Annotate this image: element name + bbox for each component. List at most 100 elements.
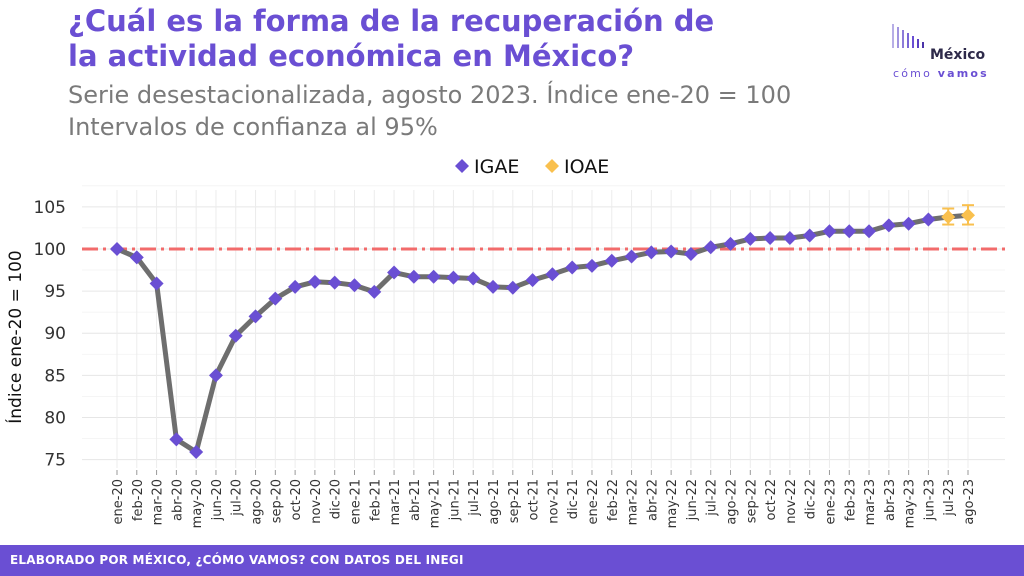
igae-point	[822, 224, 837, 239]
y-tick-label: 85	[44, 366, 66, 386]
legend: IGAE IOAE	[455, 156, 609, 178]
igae-point	[545, 267, 560, 282]
legend-marker-ioae	[545, 159, 559, 173]
x-tick-label: ago-22	[725, 479, 740, 525]
igae-point	[288, 279, 303, 294]
y-tick-label: 95	[44, 282, 66, 302]
legend-label-ioae: IOAE	[564, 156, 609, 178]
x-tick-label: ene-23	[823, 479, 838, 524]
x-tick-label: mar-22	[626, 479, 641, 525]
igae-point	[208, 368, 223, 383]
x-tick-label: mar-23	[863, 479, 878, 525]
x-tick-label: oct-21	[527, 479, 542, 520]
x-tick-label: ene-22	[586, 479, 601, 524]
x-tick-label: ago-20	[250, 479, 265, 525]
igae-point	[347, 278, 362, 293]
x-tick-label: abr-23	[883, 479, 898, 521]
x-tick-label: jun-20	[210, 479, 225, 521]
igae-point	[426, 269, 441, 284]
x-tick-label: feb-23	[843, 479, 858, 521]
x-tick-label: abr-21	[408, 479, 423, 521]
x-tick-label: may-21	[428, 479, 443, 528]
legend-label-igae: IGAE	[474, 156, 519, 178]
igae-point	[683, 247, 698, 262]
line-chart: IGAE IOAE 75 80 85 90 95 100 105 ene-20 feb-20 ma…	[4, 156, 1005, 528]
igae-point	[664, 244, 679, 259]
logo-word-como-vamos: cómo vamos	[893, 67, 989, 80]
x-tick-label: oct-22	[764, 479, 779, 520]
igae-point	[129, 250, 144, 265]
footer-bar: ELABORADO POR MÉXICO, ¿CÓMO VAMOS? CON D…	[0, 545, 1024, 576]
x-tick-label: jul-21	[467, 479, 482, 517]
igae-point	[525, 273, 540, 288]
title-line-2: la actividad económica en México?	[68, 39, 635, 73]
y-tick-label: 105	[34, 198, 66, 218]
igae-point	[169, 432, 184, 447]
igae-point	[189, 444, 204, 459]
x-tick-label: mar-20	[151, 479, 166, 525]
x-tick-label: ago-21	[487, 479, 502, 525]
x-tick-label: may-23	[903, 479, 918, 528]
x-tick-label: abr-20	[170, 479, 185, 521]
y-tick-label: 80	[44, 408, 66, 428]
igae-point	[446, 270, 461, 285]
igae-point	[802, 228, 817, 243]
x-tick-label: ene-21	[348, 479, 363, 524]
x-tick-label: mar-21	[388, 479, 403, 525]
x-tick-label: abr-22	[645, 479, 660, 521]
x-tick-label: sep-20	[269, 479, 284, 523]
igae-point	[881, 218, 896, 233]
igae-point	[624, 249, 639, 264]
igae-point	[604, 253, 619, 268]
igae-point	[149, 276, 164, 291]
x-tick-label: dic-22	[804, 479, 819, 519]
x-tick-label: jul-23	[942, 479, 957, 517]
igae-point	[307, 274, 322, 289]
chart-subtitle-2: Intervalos de confianza al 95%	[68, 113, 438, 141]
x-tick-label: dic-21	[566, 479, 581, 519]
x-tick-label: jun-21	[447, 479, 462, 521]
footer-source: ELABORADO POR MÉXICO, ¿CÓMO VAMOS? CON D…	[10, 553, 464, 567]
y-tick-label: 75	[44, 451, 66, 471]
igae-point	[644, 245, 659, 260]
grid	[82, 185, 1005, 468]
ioae-point	[961, 208, 975, 223]
x-tick-label: may-22	[665, 479, 680, 528]
legend-marker-igae	[455, 159, 469, 173]
igae-point	[466, 271, 481, 286]
igae-point	[842, 224, 857, 239]
logo-word-vamos: vamos	[938, 67, 989, 80]
igae-point	[110, 241, 124, 256]
igae-point	[228, 328, 243, 343]
x-tick-label: jul-20	[230, 479, 245, 517]
y-axis: 75 80 85 90 95 100 105	[34, 198, 66, 471]
x-tick-label: nov-21	[546, 479, 561, 524]
igae-point	[703, 240, 718, 255]
x-tick-label: feb-20	[131, 479, 146, 521]
x-tick-label: jul-22	[705, 479, 720, 517]
logo-bars-icon	[892, 24, 924, 48]
title-line-1: ¿Cuál es la forma de la recuperación de	[68, 4, 715, 38]
x-tick-label: feb-22	[606, 479, 621, 521]
x-axis: ene-20 feb-20 mar-20 abr-20 may-20 jun-20 jul-…	[111, 470, 977, 528]
igae-point	[268, 291, 283, 306]
igae-point	[505, 280, 520, 295]
x-tick-label: oct-20	[289, 479, 304, 520]
igae-point	[723, 236, 738, 251]
x-tick-label: dic-20	[329, 479, 344, 519]
igae-point	[248, 309, 263, 324]
logo-word-como: cómo	[893, 67, 932, 80]
igae-point	[743, 231, 758, 246]
igae-point	[901, 216, 916, 231]
x-tick-label: ago-23	[962, 479, 977, 525]
x-tick-label: may-20	[190, 479, 205, 528]
data-points	[110, 208, 975, 459]
igae-point	[763, 231, 778, 246]
x-tick-label: jun-23	[922, 479, 937, 521]
y-tick-label: 90	[44, 324, 66, 344]
igae-point	[862, 224, 877, 239]
igae-point	[406, 269, 421, 284]
igae-point	[327, 275, 342, 290]
chart-title: ¿Cuál es la forma de la recuperación de …	[68, 4, 788, 74]
x-tick-label: jun-22	[685, 479, 700, 521]
